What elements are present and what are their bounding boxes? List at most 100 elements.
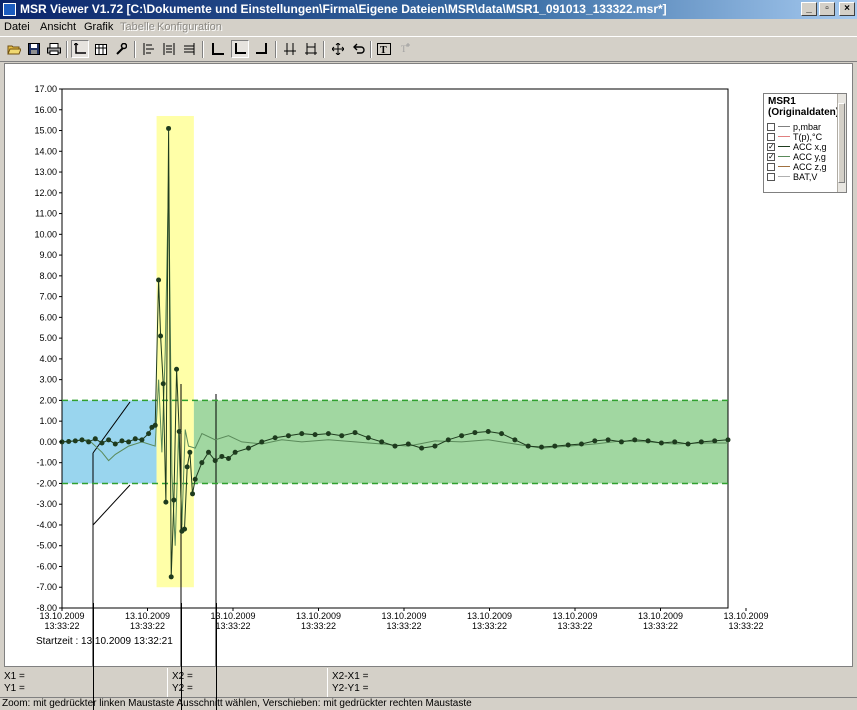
data-point bbox=[106, 437, 112, 443]
legend-checkbox[interactable] bbox=[767, 173, 775, 181]
x-tick-time: 13:33:22 bbox=[215, 621, 250, 631]
text-tool-icon[interactable]: T bbox=[375, 40, 393, 58]
data-point bbox=[79, 437, 85, 443]
data-point bbox=[99, 440, 105, 446]
dx-readout: X2-X1 = bbox=[332, 671, 369, 682]
legend-checkbox[interactable]: ✓ bbox=[767, 152, 775, 161]
menu-grafik[interactable]: Grafik bbox=[84, 21, 114, 33]
zoom-guide-lower bbox=[92, 484, 131, 526]
legend-swatch bbox=[778, 176, 790, 177]
maximize-button[interactable]: ▫ bbox=[819, 2, 835, 16]
legend-checkbox[interactable] bbox=[767, 163, 775, 171]
y-tick-label: 16.00 bbox=[34, 105, 57, 115]
data-point bbox=[184, 464, 190, 470]
y-tick-label: -4.00 bbox=[36, 520, 57, 530]
y-tick-label: -8.00 bbox=[36, 603, 57, 613]
data-point bbox=[285, 433, 291, 439]
data-point bbox=[432, 443, 438, 449]
legend-checkbox[interactable]: ✓ bbox=[767, 142, 775, 151]
data-point bbox=[379, 439, 385, 445]
toolbar: T T bbox=[0, 36, 857, 62]
legend-swatch bbox=[778, 146, 790, 147]
svg-text:T: T bbox=[380, 45, 387, 55]
x-tick-date: 13.10.2009 bbox=[125, 611, 170, 621]
y-tick-label: 7.00 bbox=[39, 292, 57, 302]
zoom-x-icon[interactable] bbox=[209, 40, 227, 58]
legend-checkbox[interactable] bbox=[767, 123, 775, 131]
legend-scroll-thumb[interactable] bbox=[838, 103, 845, 183]
menu-tabelle[interactable]: Tabelle bbox=[120, 21, 155, 33]
cursor-line-3[interactable] bbox=[216, 603, 217, 710]
zoom-xy-icon[interactable] bbox=[231, 40, 249, 58]
align-left-icon[interactable] bbox=[140, 40, 158, 58]
pan-move-icon[interactable] bbox=[329, 40, 347, 58]
data-point bbox=[72, 438, 78, 444]
cursor2-panel: X2 = Y2 = bbox=[167, 668, 327, 697]
menu-ansicht[interactable]: Ansicht bbox=[40, 21, 77, 33]
data-point bbox=[86, 439, 92, 445]
measurement-panels: X1 = Y1 = X2 = Y2 = X2-X1 = Y2-Y1 = bbox=[0, 668, 857, 697]
x-tick-time: 13:33:22 bbox=[301, 621, 336, 631]
data-point bbox=[160, 381, 166, 387]
data-point bbox=[112, 441, 118, 447]
y-tick-label: -6.00 bbox=[36, 561, 57, 571]
y-tick-label: 3.00 bbox=[39, 375, 57, 385]
menu-konfiguration[interactable]: Konfiguration bbox=[157, 21, 222, 33]
close-button[interactable]: × bbox=[839, 2, 855, 16]
save-icon[interactable] bbox=[25, 40, 43, 58]
data-point bbox=[171, 497, 177, 503]
y-tick-label: 13.00 bbox=[34, 167, 57, 177]
zoom-y-icon[interactable] bbox=[253, 40, 271, 58]
cursor1-panel: X1 = Y1 = bbox=[0, 668, 167, 697]
cursor-diff-icon[interactable] bbox=[302, 40, 320, 58]
axis-mode-icon[interactable] bbox=[71, 40, 89, 58]
data-point bbox=[92, 436, 98, 442]
legend-checkbox[interactable] bbox=[767, 133, 775, 141]
y-tick-label: -7.00 bbox=[36, 582, 57, 592]
legend-label: BAT,V bbox=[793, 172, 818, 182]
x-tick-time: 13:33:22 bbox=[130, 621, 165, 631]
text-tool-disabled-icon[interactable]: T bbox=[396, 40, 414, 58]
settings-wrench-icon[interactable] bbox=[112, 40, 130, 58]
legend-scrollbar[interactable] bbox=[837, 94, 846, 192]
status-bar: Zoom: mit gedrückter linken Maustaste Au… bbox=[0, 697, 857, 710]
print-icon[interactable] bbox=[45, 40, 63, 58]
data-point bbox=[672, 439, 678, 445]
undo-zoom-icon[interactable] bbox=[350, 40, 368, 58]
data-point bbox=[226, 456, 231, 462]
legend-swatch bbox=[778, 126, 790, 127]
align-right-icon[interactable] bbox=[180, 40, 198, 58]
x-tick-date: 13.10.2009 bbox=[381, 611, 426, 621]
data-point bbox=[539, 444, 545, 450]
data-point bbox=[565, 442, 571, 448]
data-point bbox=[472, 430, 478, 436]
data-point bbox=[405, 441, 411, 447]
data-point bbox=[578, 441, 584, 447]
y-tick-label: -2.00 bbox=[36, 478, 57, 488]
data-point bbox=[182, 526, 188, 532]
data-point bbox=[592, 438, 598, 444]
cursor-line-2[interactable] bbox=[181, 603, 182, 710]
data-point bbox=[158, 333, 164, 339]
cursor-line-1[interactable] bbox=[93, 603, 94, 710]
data-point bbox=[199, 460, 205, 466]
legend-swatch bbox=[778, 166, 790, 167]
chart-area[interactable]: 17.00 16.00 15.00 14.00 13.00 12.00 11.00 10.00… bbox=[4, 63, 853, 667]
chart[interactable]: 17.00 16.00 15.00 14.00 13.00 12.00 11.00 10.00… bbox=[5, 64, 852, 666]
minimize-button[interactable]: _ bbox=[801, 2, 817, 16]
data-point bbox=[176, 429, 182, 435]
data-point bbox=[163, 499, 169, 505]
data-point bbox=[325, 431, 331, 437]
x1-readout: X1 = bbox=[4, 671, 25, 682]
data-point bbox=[139, 437, 145, 443]
data-point bbox=[419, 445, 425, 451]
svg-text:T: T bbox=[401, 44, 407, 54]
align-center-icon[interactable] bbox=[160, 40, 178, 58]
title-bar: MSR Viewer V1.72 [C:\Dokumente und Einst… bbox=[0, 0, 857, 19]
cursor-pair-icon[interactable] bbox=[281, 40, 299, 58]
menu-datei[interactable]: Datei bbox=[4, 21, 30, 33]
table-view-icon[interactable] bbox=[92, 40, 110, 58]
legend-label: p,mbar bbox=[793, 122, 822, 132]
open-icon[interactable] bbox=[5, 40, 23, 58]
x-tick-date: 13.10.2009 bbox=[552, 611, 597, 621]
